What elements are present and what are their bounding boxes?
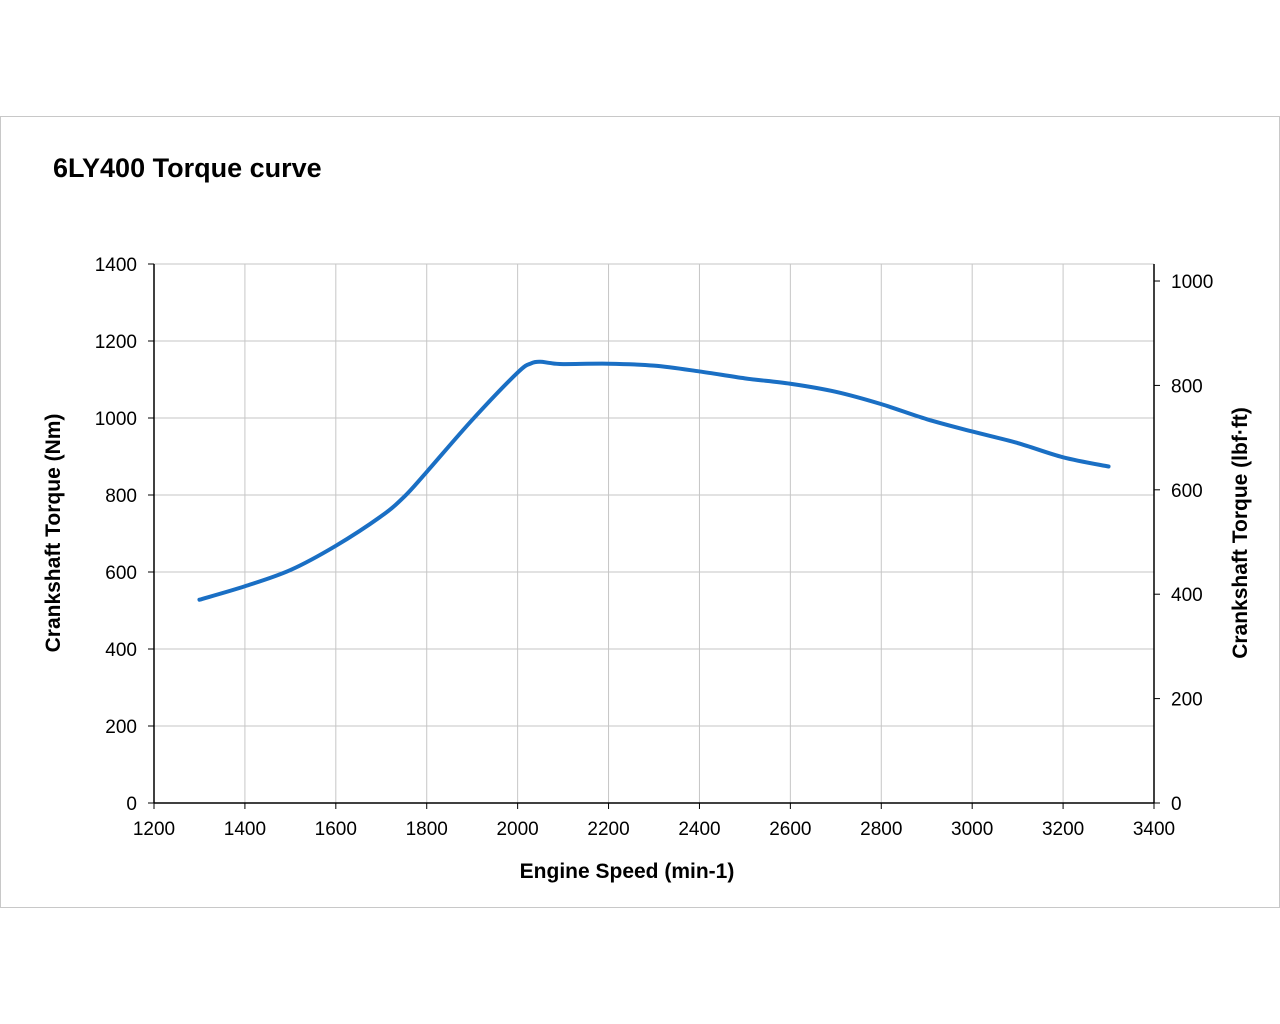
y-tick-label: 800 [105,486,137,507]
x-tick-label: 3200 [1042,819,1084,840]
torque-chart: 6LY400 Torque curve 1200 1400 1600 1800 2000… [42,153,1252,883]
y2-tick-label: 400 [1171,585,1203,606]
y-tick-label: 600 [105,563,137,584]
y2-tick-label: 600 [1171,481,1203,502]
chart-frame: 6LY400 Torque curve 1200 1400 1600 1800 2000… [0,116,1280,908]
x-tick-label: 1800 [406,819,448,840]
torque-line [197,359,1111,602]
y-tick-label: 0 [126,794,137,815]
y2-axis-ticks: 0 200 400 600 800 1000 [1154,272,1213,815]
x-tick-label: 2200 [587,819,629,840]
y-tick-label: 400 [105,640,137,661]
y2-tick-label: 1000 [1171,272,1213,293]
y-axis-ticks: 0 200 400 600 800 1000 1200 1400 [95,255,154,815]
y-tick-label: 1000 [95,409,137,430]
x-axis-label: Engine Speed (min-1) [520,860,735,883]
y-tick-label: 1200 [95,332,137,353]
x-tick-label: 3000 [951,819,993,840]
grid-lines [154,263,1154,803]
x-tick-label: 2800 [860,819,902,840]
x-tick-label: 2400 [678,819,720,840]
y2-tick-label: 200 [1171,690,1203,711]
x-axis-ticks: 1200 1400 1600 1800 2000 2200 2400 2600 2800 3000… [133,803,1175,840]
x-tick-label: 2600 [769,819,811,840]
x-tick-label: 1600 [315,819,357,840]
y-tick-label: 200 [105,717,137,738]
x-tick-label: 1200 [133,819,175,840]
x-tick-label: 1400 [224,819,266,840]
y-tick-label: 1400 [95,255,137,276]
y2-axis-label: Crankshaft Torque (lbf·ft) [1229,407,1252,659]
x-tick-label: 2000 [496,819,538,840]
y2-tick-label: 800 [1171,376,1203,397]
plot-axes [153,264,1155,804]
x-tick-label: 3400 [1133,819,1175,840]
chart-title: 6LY400 Torque curve [53,153,322,183]
y2-tick-label: 0 [1171,794,1182,815]
y-axis-label: Crankshaft Torque (Nm) [42,414,65,653]
